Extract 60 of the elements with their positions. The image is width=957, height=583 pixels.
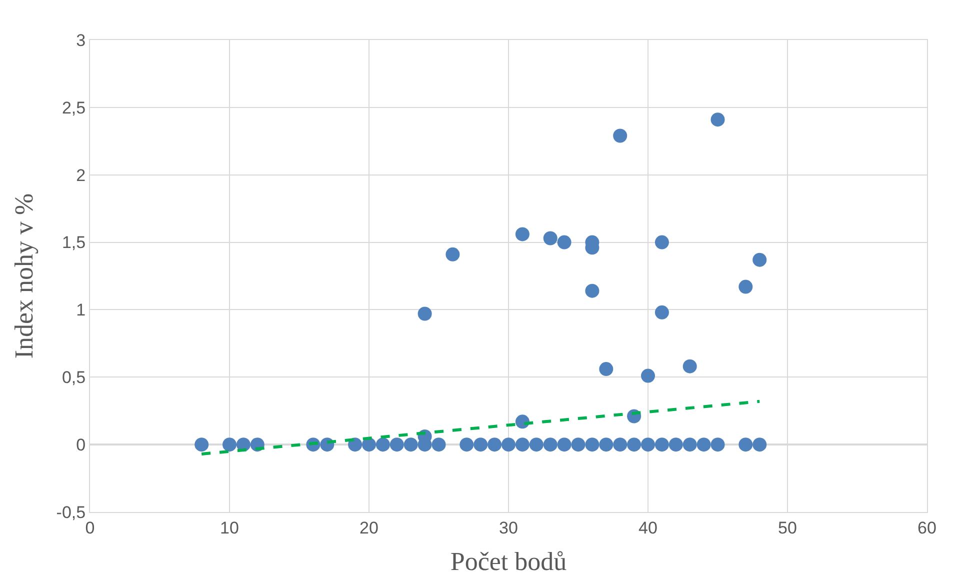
point (404, 438, 418, 452)
x-tick-label: 20 (360, 518, 378, 538)
point (571, 438, 586, 452)
point (613, 128, 628, 143)
point (641, 368, 655, 383)
point (654, 438, 669, 452)
point (710, 112, 725, 127)
point (446, 247, 460, 262)
point (627, 438, 642, 452)
point (738, 280, 753, 294)
point (738, 438, 753, 452)
point (696, 438, 711, 452)
point (752, 252, 767, 267)
y-tick-label: 1 (76, 300, 86, 320)
y-tick-label: 3 (76, 30, 86, 50)
point (668, 438, 683, 452)
point (557, 235, 572, 250)
point (654, 305, 669, 320)
point (543, 231, 558, 246)
point (585, 438, 600, 452)
point (488, 438, 502, 452)
x-tick-label: 60 (918, 518, 936, 538)
point (599, 438, 614, 452)
point (585, 284, 600, 298)
point (682, 359, 697, 374)
point (390, 438, 404, 452)
point (682, 438, 697, 452)
point (432, 438, 446, 452)
point (641, 438, 655, 452)
point (752, 438, 767, 452)
point (515, 227, 530, 242)
point (418, 306, 432, 321)
x-tick-label: 10 (220, 518, 239, 538)
y-tick-label: 0 (76, 436, 86, 455)
x-tick-label: 30 (499, 518, 518, 538)
point (613, 438, 628, 452)
point (599, 362, 614, 376)
x-tick-label: 50 (778, 518, 797, 538)
point (474, 438, 488, 452)
x-axis-title: Počet bodů (450, 547, 567, 576)
point (529, 438, 544, 452)
point (222, 438, 236, 452)
point (515, 438, 530, 452)
y-tick-label: 2,5 (62, 98, 86, 118)
point (194, 438, 209, 452)
y-tick-label: 1,5 (62, 233, 86, 252)
x-tick-label: 40 (638, 518, 658, 538)
point (460, 438, 474, 452)
point (376, 438, 390, 452)
point (502, 438, 516, 452)
y-axis-title: Index nohy v % (10, 193, 39, 359)
y-tick-label: 0,5 (62, 368, 86, 388)
point (348, 438, 362, 452)
point (654, 235, 669, 250)
y-tick-label: 2 (76, 166, 86, 185)
point (362, 438, 376, 452)
point (557, 438, 572, 452)
y-tick-label: -0,5 (56, 502, 86, 522)
point (543, 438, 558, 452)
point (710, 438, 725, 452)
